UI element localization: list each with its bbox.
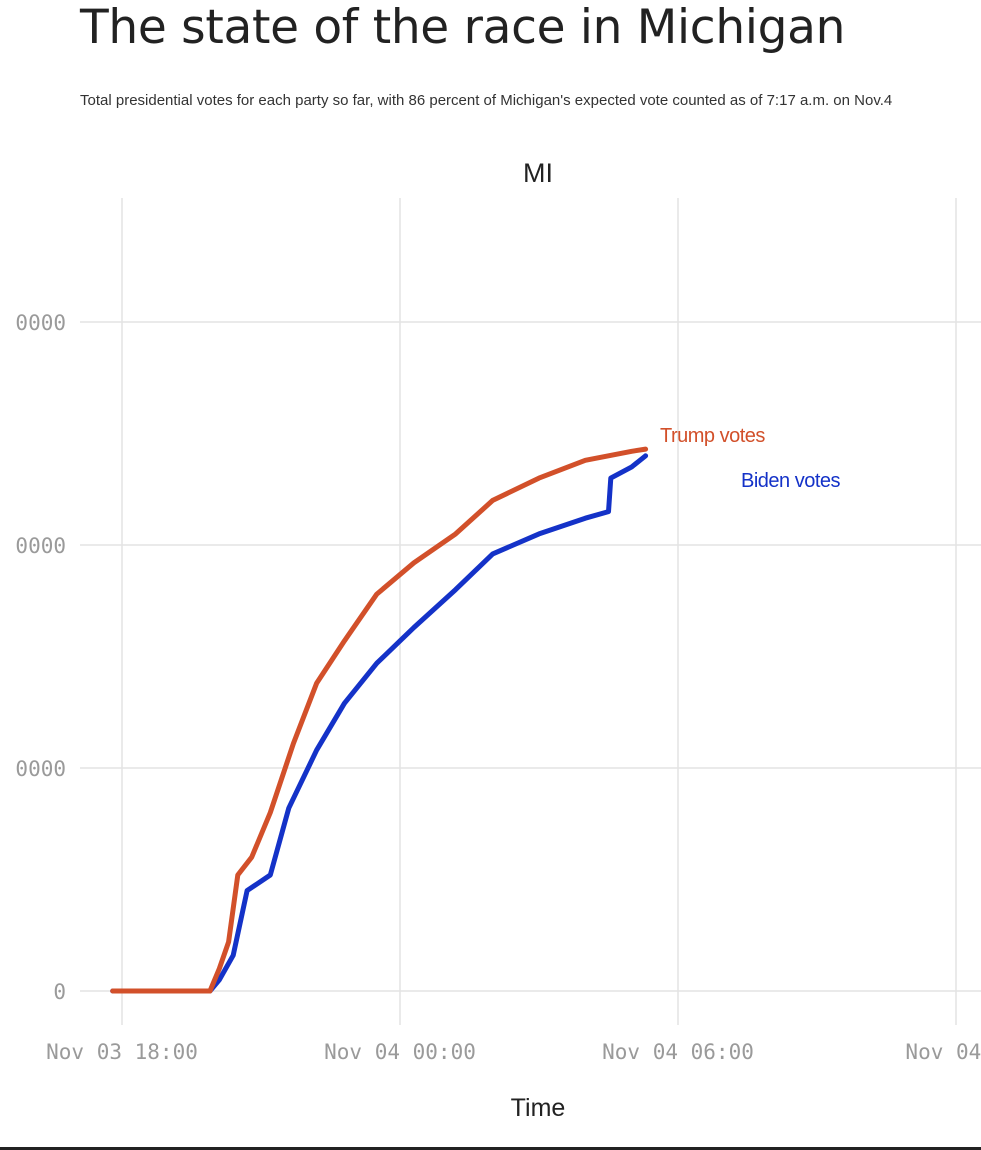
x-tick-label: Nov 04 06:00 xyxy=(602,1040,754,1064)
x-tick-label: Nov 04 00:00 xyxy=(324,1040,476,1064)
y-tick-label: 0000 xyxy=(15,757,66,781)
y-tick-label: 0000 xyxy=(15,311,66,335)
page-title: The state of the race in Michigan xyxy=(80,0,846,55)
trump-votes-line xyxy=(110,446,649,994)
y-tick-label: 0000 xyxy=(15,534,66,558)
chart-grid xyxy=(80,198,981,1025)
biden-votes-line xyxy=(110,453,649,994)
x-tick-label: Nov 04 1 xyxy=(905,1040,981,1064)
y-tick-label: 0 xyxy=(53,980,66,1004)
biden-votes-label: Biden votes xyxy=(741,470,841,492)
page-subtitle: Total presidential votes for each party … xyxy=(80,92,893,109)
chart-series-lines xyxy=(110,446,649,994)
chart-series-labels: Trump votes Biden votes xyxy=(660,425,841,492)
x-axis-label: Time xyxy=(511,1094,566,1122)
chart-title: MI xyxy=(523,158,553,188)
bottom-divider xyxy=(0,1147,981,1150)
x-axis-tick-labels: Nov 03 18:00 Nov 04 00:00 Nov 04 06:00 Nov … xyxy=(46,1040,981,1064)
x-tick-label: Nov 03 18:00 xyxy=(46,1040,198,1064)
trump-votes-label: Trump votes xyxy=(660,425,765,447)
